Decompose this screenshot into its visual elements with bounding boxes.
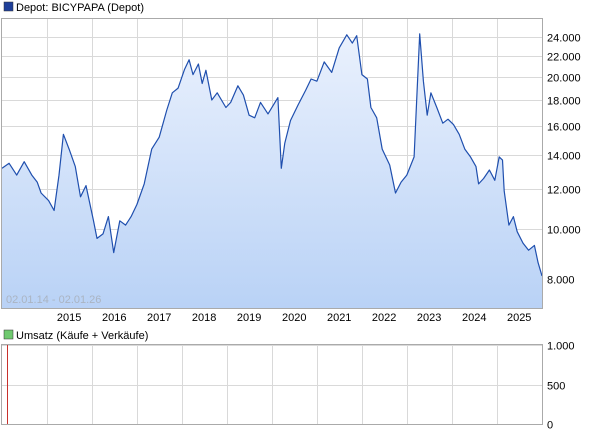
legend-swatch-volume [3, 329, 14, 340]
x-tick-label: 2024 [462, 312, 486, 324]
x-tick-label: 2020 [282, 312, 306, 324]
volume-grid [2, 345, 542, 425]
x-tick-label: 2015 [57, 312, 81, 324]
x-tick-label: 2017 [147, 312, 171, 324]
x-tick-label: 2022 [372, 312, 396, 324]
legend-label-volume: Umsatz (Käufe + Verkäufe) [16, 330, 148, 342]
price-chart: 2015 2016 2017 2018 2019 2020 2021 2022 2023 2024… [1, 1, 581, 324]
volume-y-ticks: 0 500 1.000 [547, 341, 575, 432]
y-tick-label: 24.000 [547, 33, 581, 45]
x-tick-label: 2016 [102, 312, 126, 324]
volume-frame [1, 344, 543, 425]
price-area [2, 33, 542, 309]
price-x-ticks: 2015 2016 2017 2018 2019 2020 2021 2022 2023 2024… [57, 312, 532, 324]
y-tick-label: 10.000 [547, 225, 581, 237]
volume-y-tick-label: 0 [547, 420, 553, 432]
y-tick-label: 20.000 [547, 73, 581, 85]
volume-y-tick-label: 1.000 [547, 341, 575, 353]
legend-swatch-price [3, 1, 14, 12]
x-tick-label: 2025 [507, 312, 531, 324]
y-tick-label: 22.000 [547, 52, 581, 64]
y-tick-label: 16.000 [547, 122, 581, 134]
y-tick-label: 18.000 [547, 96, 581, 108]
x-tick-label: 2023 [417, 312, 441, 324]
volume-y-tick-label: 500 [547, 381, 565, 393]
legend-label-price: Depot: BICYPAPA (Depot) [16, 2, 144, 14]
x-tick-label: 2018 [192, 312, 216, 324]
price-y-ticks: 8.000 10.000 12.000 14.000 16.000 18.000 20.00… [547, 33, 581, 287]
price-line [1, 33, 543, 277]
price-frame [1, 18, 543, 309]
y-tick-label: 14.000 [547, 151, 581, 163]
y-tick-label: 12.000 [547, 185, 581, 197]
y-tick-label: 8.000 [547, 275, 575, 287]
x-tick-label: 2019 [237, 312, 261, 324]
x-tick-label: 2021 [327, 312, 351, 324]
date-range-label: 02.01.14 - 02.01.26 [6, 294, 101, 306]
volume-chart: 0 500 1.000 Umsatz (Käufe + Verkäufe) [1, 329, 575, 432]
